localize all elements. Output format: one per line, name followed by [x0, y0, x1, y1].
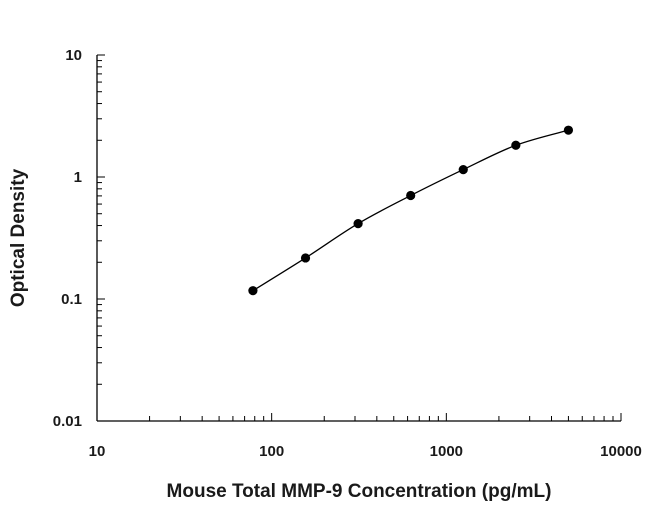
data-point: [248, 286, 258, 296]
data-point: [563, 125, 574, 135]
x-tick-label: 100: [259, 443, 284, 460]
y-axis-title: Optical Density: [8, 168, 29, 307]
data-point: [406, 190, 416, 201]
x-tick-labels: 10 100 1000 10000: [89, 443, 642, 460]
x-tick-label: 10000: [600, 443, 642, 460]
x-axis-title: Mouse Total MMP-9 Concentration (pg/mL): [167, 481, 552, 502]
y-tick-labels: 0.01 0.1 1 10: [53, 47, 82, 430]
y-tick-label: 1: [74, 169, 82, 186]
data-point: [353, 218, 363, 229]
y-tick-label: 0.1: [61, 291, 82, 308]
data-points: [248, 125, 574, 296]
y-tick-label: 10: [65, 47, 82, 64]
data-point: [300, 253, 311, 263]
data-point: [458, 164, 468, 175]
x-tick-label: 10: [89, 443, 106, 460]
axes: [96, 55, 621, 422]
fit-curve: [252, 129, 569, 292]
axis-ticks: [96, 54, 622, 422]
y-tick-label: 0.01: [53, 413, 82, 430]
x-tick-label: 1000: [430, 443, 463, 460]
data-point: [511, 140, 521, 150]
